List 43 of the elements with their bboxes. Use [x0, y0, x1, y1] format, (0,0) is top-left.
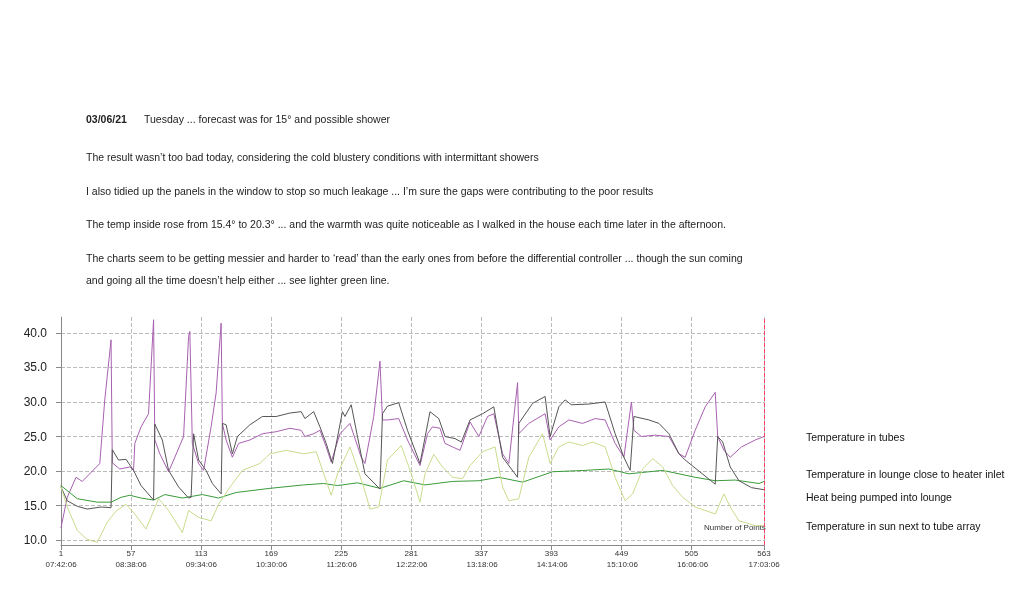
- y-tick-label: 30.0: [23, 394, 48, 409]
- x-tick-label: 281: [404, 548, 419, 558]
- y-tick-label: 25.0: [23, 429, 48, 444]
- x2-tick-label: 15:10:06: [606, 559, 639, 569]
- y-tick-label: 15.0: [23, 498, 48, 513]
- text: The result wasn’t too bad today, considering the cold blustery conditions with intermittant showers: [86, 151, 540, 165]
- x-tick-label: 225: [334, 548, 349, 558]
- x2-tick-label: 07:42:06: [45, 559, 78, 569]
- text: The charts seem to be getting messier and harder to ‘read’ than the early ones from before the differential controller ... though the sun coming: [86, 251, 743, 266]
- text: Temperature in lounge close to heater inlet: [806, 468, 1005, 481]
- y-tick-label: 40.0: [23, 325, 48, 340]
- text: Heat being pumped into lounge: [806, 490, 953, 503]
- x-tick-label: 113: [194, 548, 209, 558]
- x-tick-label: 505: [684, 548, 699, 558]
- line-series: [60, 395, 765, 510]
- x-tick-label: 57: [126, 548, 137, 558]
- text: I also tidied up the panels in the window to stop so much leakage ... I’m sure the gaps were contributing to the poor results: [86, 184, 655, 199]
- line-series: [60, 468, 765, 503]
- x-tick-label: 449: [614, 548, 629, 558]
- line-series: [60, 319, 765, 529]
- x2-tick-label: 12:22:06: [396, 559, 428, 569]
- chart-title: 03/06/21: [86, 113, 128, 125]
- x-tick-label: 169: [264, 548, 279, 558]
- x2-tick-label: 09:34:06: [185, 559, 218, 569]
- x2-tick-label: 11:26:06: [326, 559, 358, 569]
- x2-tick-label: 08:38:06: [115, 559, 148, 569]
- x-tick-label: 1: [58, 548, 64, 558]
- x2-tick-label: 17:03:06: [748, 559, 781, 569]
- x2-tick-label: 10:30:06: [255, 559, 288, 569]
- y-tick-label: 10.0: [23, 533, 48, 548]
- x2-tick-label: 14:14:06: [536, 559, 569, 569]
- text: The temp inside rose from 15.4° to 20.3° ... and the warmth was quite noticeable as I walked in the house each time later in the afternoon.: [86, 218, 727, 232]
- x-tick-label: 337: [474, 548, 489, 558]
- y-tick-label: 35.0: [23, 360, 48, 375]
- text: Temperature in sun next to tube array: [806, 519, 982, 532]
- y-tick-label: 20.0: [23, 464, 48, 479]
- x-tick-label: 393: [544, 548, 559, 558]
- x2-tick-label: 13:18:06: [466, 559, 499, 569]
- text: and going all the time doesn’t help either ... see lighter green line.: [86, 273, 391, 288]
- x-tick-label: 563: [757, 548, 772, 558]
- x2-tick-label: 16:06:06: [677, 559, 709, 569]
- text: Temperature in tubes: [806, 430, 905, 443]
- chart-subtitle: Tuesday ... forecast was for 15° and possible shower: [144, 113, 391, 125]
